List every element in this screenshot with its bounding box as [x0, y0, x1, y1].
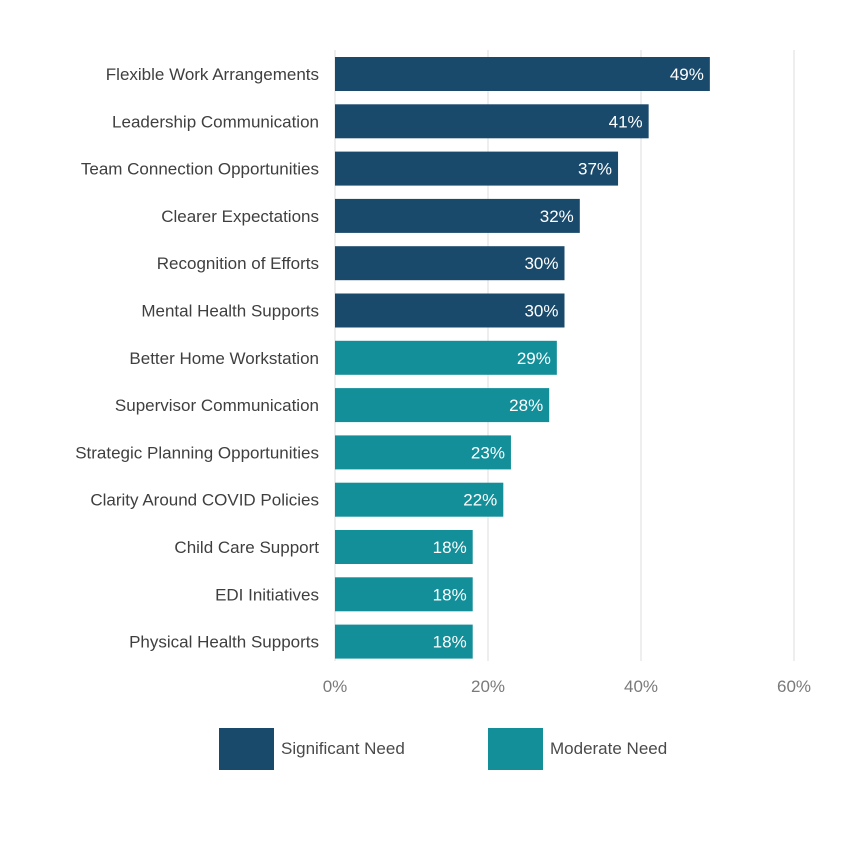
bar	[335, 57, 710, 91]
legend-label-moderate: Moderate Need	[550, 739, 668, 758]
value-labels: 49% 41% 37% 32% 30% 30% 29% 28% 23% 22% 18% 18% 18%	[433, 65, 704, 652]
data-label: 49%	[670, 65, 704, 84]
x-tick-label: 40%	[624, 677, 658, 696]
bar-chart: Flexible Work Arrangements Leadership Com…	[75, 50, 811, 696]
bar	[335, 151, 619, 186]
legend-item-significant: Significant Need	[219, 728, 405, 770]
bar	[335, 577, 473, 612]
data-label: 22%	[463, 491, 497, 510]
bars	[335, 57, 710, 659]
data-label: 41%	[609, 112, 643, 131]
legend: Significant Need Moderate Need	[0, 728, 859, 770]
category-label: Recognition of Efforts	[157, 254, 319, 273]
category-label: Mental Health Supports	[141, 302, 319, 321]
category-label: Better Home Workstation	[129, 349, 319, 368]
bar	[335, 198, 580, 233]
data-label: 37%	[578, 160, 612, 179]
legend-swatch-moderate	[488, 728, 543, 770]
category-label: Strategic Planning Opportunities	[75, 443, 319, 462]
bar	[335, 293, 565, 328]
legend-swatch-significant	[219, 728, 274, 770]
data-label: 18%	[433, 585, 467, 604]
data-label: 30%	[524, 254, 558, 273]
data-label: 28%	[509, 396, 543, 415]
category-label: Child Care Support	[174, 538, 319, 557]
bar	[335, 435, 511, 470]
data-label: 30%	[524, 302, 558, 321]
bar	[335, 482, 504, 517]
data-label: 18%	[433, 538, 467, 557]
x-tick-label: 60%	[777, 677, 811, 696]
x-axis-ticks: 0% 20% 40% 60%	[323, 677, 811, 696]
bar	[335, 104, 649, 139]
bar	[335, 388, 550, 423]
bar	[335, 624, 473, 659]
data-label: 23%	[471, 443, 505, 462]
category-labels: Flexible Work Arrangements Leadership Com…	[75, 65, 319, 652]
category-label: Leadership Communication	[112, 112, 319, 131]
bar	[335, 530, 473, 564]
bar	[335, 340, 557, 375]
x-tick-label: 20%	[471, 677, 505, 696]
data-label: 32%	[540, 207, 574, 226]
category-label: Clarity Around COVID Policies	[90, 491, 319, 510]
bar	[335, 246, 565, 281]
data-label: 18%	[433, 633, 467, 652]
category-label: Clearer Expectations	[161, 207, 319, 226]
legend-label-significant: Significant Need	[281, 739, 405, 758]
category-label: Team Connection Opportunities	[81, 160, 319, 179]
legend-item-moderate: Moderate Need	[488, 728, 667, 770]
data-label: 29%	[517, 349, 551, 368]
category-label: Supervisor Communication	[115, 396, 319, 415]
x-tick-label: 0%	[323, 677, 348, 696]
category-label: Flexible Work Arrangements	[106, 65, 319, 84]
category-label: EDI Initiatives	[215, 585, 319, 604]
category-label: Physical Health Supports	[129, 633, 319, 652]
